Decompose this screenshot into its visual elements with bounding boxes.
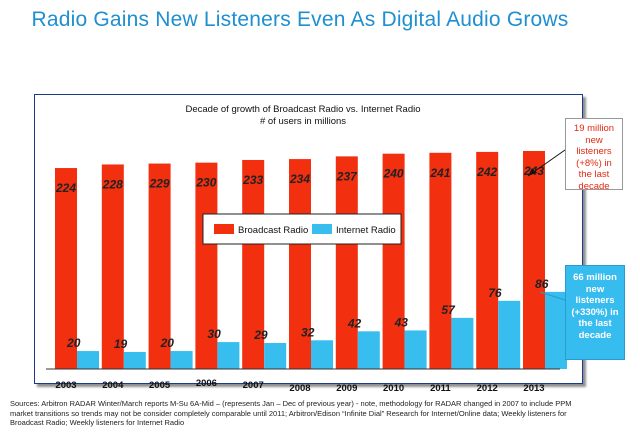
internet-bar-2003 bbox=[77, 351, 99, 369]
page-headline: Radio Gains New Listeners Even As Digita… bbox=[31, 8, 569, 31]
internet-bar-2010 bbox=[404, 330, 427, 369]
legend-box bbox=[202, 213, 402, 245]
internet-value-label: 20 bbox=[66, 336, 81, 350]
broadcast-bar-2012 bbox=[476, 151, 499, 369]
internet-value-label: 29 bbox=[253, 328, 268, 342]
x-tick-label: 2012 bbox=[477, 383, 498, 394]
internet-bar-2011 bbox=[451, 317, 474, 369]
broadcast-value-label: 241 bbox=[429, 166, 450, 180]
x-axis: 2003 2004 2005 2006 2007 2008 2009 2010 2011 2012… bbox=[46, 368, 560, 394]
internet-bar-2009 bbox=[357, 331, 380, 369]
x-tick-label: 2007 bbox=[243, 380, 264, 391]
internet-bar-2006 bbox=[217, 342, 240, 369]
broadcast-value-label: 228 bbox=[102, 177, 123, 191]
internet-bar-2008 bbox=[311, 340, 333, 369]
broadcast-value-label: 240 bbox=[383, 167, 404, 181]
legend-label-internet: Internet Radio bbox=[336, 225, 396, 236]
x-tick-label: 2003 bbox=[55, 380, 76, 391]
broadcast-bar-2009 bbox=[335, 156, 358, 369]
broadcast-bar-2005 bbox=[148, 163, 171, 369]
broadcast-bar-2007 bbox=[242, 159, 265, 369]
internet-value-label: 57 bbox=[441, 303, 456, 317]
internet-value-label: 43 bbox=[394, 315, 409, 329]
broadcast-value-label: 229 bbox=[149, 177, 170, 191]
x-tick-label: 2011 bbox=[430, 383, 451, 394]
internet-value-label: 20 bbox=[160, 336, 175, 350]
x-tick-label: 2006 bbox=[196, 378, 217, 389]
broadcast-bar-2008 bbox=[289, 159, 311, 369]
legend-swatch-internet bbox=[312, 224, 332, 234]
broadcast-value-label: 230 bbox=[195, 176, 216, 190]
internet-value-label: 76 bbox=[488, 286, 502, 300]
broadcast-callout-arrowhead bbox=[528, 168, 536, 176]
x-tick-label: 2013 bbox=[523, 383, 544, 394]
internet-value-label: 30 bbox=[207, 327, 221, 341]
legend-label-broadcast: Broadcast Radio bbox=[238, 225, 308, 236]
internet-value-label: 32 bbox=[301, 325, 315, 339]
broadcast-value-label: 242 bbox=[476, 165, 497, 179]
internet-bar-2005 bbox=[170, 351, 193, 369]
internet-value-label: 19 bbox=[114, 337, 128, 351]
x-tick-label: 2008 bbox=[289, 383, 310, 394]
broadcast-bar-2013 bbox=[523, 151, 545, 369]
broadcast-value-label: 234 bbox=[289, 172, 310, 186]
bars-group: 224 20 228 19 229 20 230 30 233 29 234 32 237 42 240 43… bbox=[55, 151, 567, 369]
internet-value-label: 42 bbox=[347, 316, 362, 330]
internet-bar-2007 bbox=[264, 342, 287, 369]
broadcast-bar-2003 bbox=[55, 168, 77, 369]
broadcast-bar-2011 bbox=[429, 152, 452, 369]
internet-bar-2013 bbox=[545, 291, 567, 369]
internet-bar-2012 bbox=[498, 300, 521, 369]
internet-bar-2004 bbox=[123, 351, 146, 369]
broadcast-bar-2004 bbox=[101, 164, 124, 369]
x-tick-label: 2005 bbox=[149, 380, 171, 391]
x-tick-label: 2010 bbox=[383, 383, 404, 394]
chart-subtitle: # of users in millions bbox=[260, 116, 346, 127]
broadcast-value-label: 233 bbox=[242, 173, 263, 187]
legend-swatch-broadcast bbox=[214, 224, 234, 234]
broadcast-value-label: 237 bbox=[336, 169, 358, 183]
x-tick-label: 2009 bbox=[336, 383, 357, 394]
internet-callout-arrow bbox=[539, 291, 566, 301]
x-tick-label: 2004 bbox=[102, 380, 124, 391]
chart-title: Decade of growth of Broadcast Radio vs. … bbox=[186, 104, 421, 115]
broadcast-bar-2010 bbox=[382, 153, 405, 369]
chart-legend: Broadcast Radio Internet Radio bbox=[202, 213, 402, 245]
sources-footnote: Sources: Arbitron RADAR Winter/March rep… bbox=[10, 399, 572, 427]
internet-value-label: 86 bbox=[535, 277, 549, 291]
broadcast-value-label: 224 bbox=[55, 181, 76, 195]
broadcast-growth-callout: 19 million new listeners (+8%) in the la… bbox=[565, 118, 623, 192]
internet-growth-callout: 66 million new listeners (+330%) in the … bbox=[565, 265, 625, 360]
